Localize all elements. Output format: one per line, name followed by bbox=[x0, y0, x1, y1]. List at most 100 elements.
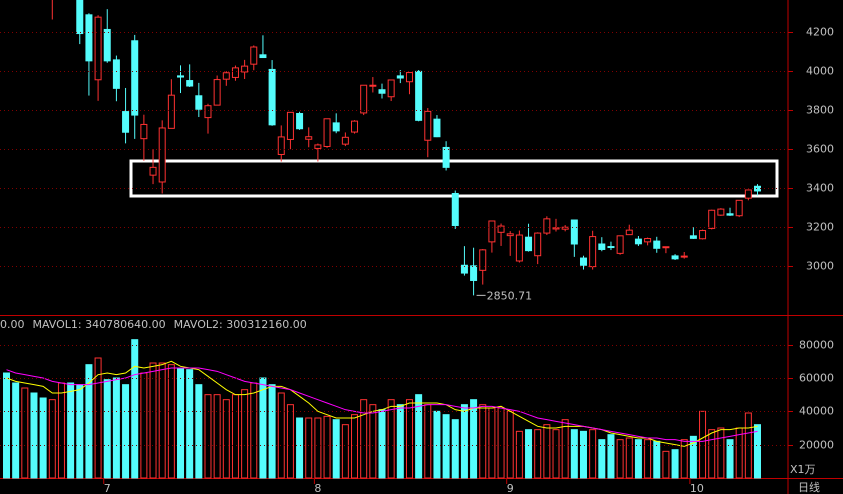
volume-bar bbox=[131, 339, 139, 479]
candle-body bbox=[754, 185, 761, 192]
volume-bar bbox=[341, 424, 349, 479]
low-annotation: 2850.71 bbox=[487, 289, 532, 302]
candle-body bbox=[543, 218, 551, 234]
candle-body bbox=[598, 243, 606, 250]
y-tick-label: 4200 bbox=[806, 26, 834, 39]
volume-bar bbox=[259, 377, 267, 479]
x-tick-label: 7 bbox=[104, 482, 111, 494]
volume-bar bbox=[442, 414, 450, 479]
moving-average-line bbox=[6, 367, 758, 442]
volume-bar bbox=[616, 439, 624, 479]
volume-bar bbox=[525, 429, 533, 479]
y-tick-label: 40000 bbox=[799, 405, 834, 418]
volume-bar bbox=[351, 414, 359, 479]
volume-bar bbox=[231, 394, 239, 479]
volume-bar bbox=[470, 399, 478, 479]
candle-body bbox=[396, 75, 404, 79]
y-tick-label: 3800 bbox=[806, 104, 834, 117]
candle-body bbox=[451, 192, 459, 226]
volume-bar bbox=[48, 399, 56, 479]
volume-bar bbox=[268, 384, 276, 479]
candle-body bbox=[662, 246, 670, 249]
candle-body bbox=[744, 189, 752, 199]
y-tick-label: 20000 bbox=[799, 439, 834, 452]
volume-bar bbox=[506, 410, 514, 479]
volume-bar bbox=[589, 429, 597, 479]
volume-bar bbox=[167, 364, 175, 479]
y-tick-label: 60000 bbox=[799, 372, 834, 385]
volume-bar bbox=[103, 379, 111, 479]
volume-bar bbox=[314, 417, 322, 479]
candle-body bbox=[296, 113, 304, 130]
x-tick-label: 9 bbox=[507, 482, 514, 494]
candle-body bbox=[186, 80, 194, 87]
volume-bar bbox=[76, 384, 84, 479]
volume-plot bbox=[3, 339, 761, 479]
candle-body bbox=[470, 265, 478, 281]
legend-entry: MAVOL1: 340780640.00 bbox=[33, 318, 166, 331]
legend-entry: MAVOL2: 300312160.00 bbox=[174, 318, 307, 331]
volume-bar bbox=[30, 392, 38, 479]
volume-bar bbox=[277, 392, 285, 479]
volume-bar bbox=[369, 404, 377, 479]
candle-body bbox=[644, 238, 652, 243]
candle-body bbox=[122, 111, 130, 133]
candle-body bbox=[708, 209, 716, 229]
candle-body bbox=[534, 232, 542, 257]
price-plot bbox=[51, 0, 761, 296]
volume-bar bbox=[122, 384, 130, 479]
candle-body bbox=[277, 136, 285, 155]
candle-body bbox=[671, 255, 679, 260]
y-tick-label: 3400 bbox=[806, 182, 834, 195]
candle-body bbox=[369, 84, 377, 87]
candle-body bbox=[131, 40, 139, 116]
candle-body bbox=[717, 208, 725, 216]
volume-bar bbox=[680, 439, 688, 479]
candle-body bbox=[286, 111, 294, 140]
volume-bar bbox=[396, 404, 404, 479]
candle-body bbox=[525, 236, 533, 252]
volume-bar bbox=[140, 372, 148, 479]
volume-bar bbox=[653, 440, 661, 479]
candle-body bbox=[85, 14, 93, 62]
volume-bar bbox=[598, 439, 606, 479]
candle-body bbox=[607, 246, 615, 249]
volume-bar bbox=[85, 364, 93, 479]
period-label: 日线 bbox=[798, 480, 820, 494]
volume-bar bbox=[250, 382, 258, 479]
candle-body bbox=[76, 0, 84, 35]
candle-body bbox=[570, 219, 578, 245]
candle-body bbox=[479, 249, 487, 271]
candle-body bbox=[488, 220, 496, 243]
volume-bar bbox=[433, 410, 441, 479]
volume-bar bbox=[424, 404, 432, 479]
candle-body bbox=[442, 146, 450, 168]
volume-bar bbox=[112, 377, 120, 479]
volume-bar bbox=[579, 430, 587, 479]
volume-bar bbox=[12, 382, 20, 479]
candle-body bbox=[222, 72, 230, 80]
candle-body bbox=[616, 235, 624, 254]
volume-bar bbox=[186, 369, 194, 479]
candle-body bbox=[378, 89, 386, 94]
volume-bar bbox=[378, 409, 386, 479]
candle-body bbox=[204, 105, 212, 119]
candle-body bbox=[158, 127, 166, 183]
volume-bar bbox=[213, 394, 221, 479]
y-tick-label: 4000 bbox=[806, 65, 834, 78]
candle-body bbox=[460, 264, 468, 274]
candle-body bbox=[653, 240, 661, 249]
candle-body bbox=[177, 75, 185, 78]
candle-body bbox=[195, 95, 203, 110]
candle-body bbox=[140, 123, 148, 140]
volume-bar bbox=[534, 429, 542, 479]
candle-body bbox=[433, 118, 441, 138]
candle-body bbox=[699, 230, 707, 240]
volume-bar bbox=[3, 372, 10, 479]
volume-bar bbox=[754, 424, 761, 479]
candle-body bbox=[94, 16, 102, 81]
volume-bar bbox=[689, 435, 697, 479]
candle-body bbox=[167, 94, 175, 129]
volume-bar bbox=[726, 439, 734, 479]
volume-bar bbox=[195, 384, 203, 479]
